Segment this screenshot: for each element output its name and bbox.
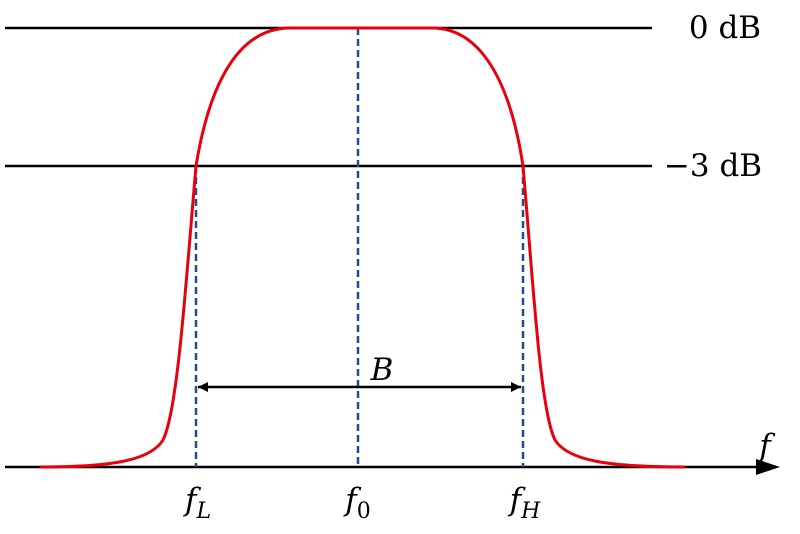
- axis-arrow: [756, 459, 780, 475]
- frequency-subscript: H: [520, 499, 541, 524]
- frequency-subscript: 0: [357, 499, 371, 524]
- frequency-label: fH: [508, 482, 541, 524]
- frequency-label: f0: [343, 482, 370, 524]
- response-curve: [39, 26, 686, 469]
- level-label: −3 dB: [664, 148, 762, 184]
- bandwidth-label: B: [370, 352, 394, 388]
- frequency-markers: [194, 28, 525, 467]
- level-label: 0 dB: [689, 10, 761, 46]
- frequency-label: fL: [183, 482, 211, 524]
- frequency-subscript: L: [195, 499, 211, 524]
- axis-label: f: [757, 428, 776, 464]
